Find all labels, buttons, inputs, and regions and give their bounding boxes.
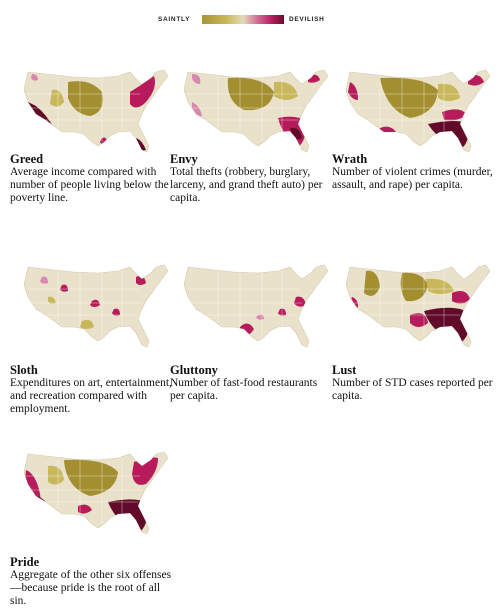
- panel-description: Total thefts (robbery, burglary, larceny…: [170, 166, 323, 205]
- panel-description: Number of violent crimes (murder, assaul…: [332, 166, 493, 192]
- panel-title: Envy: [170, 152, 198, 166]
- region-saintly: [400, 272, 428, 302]
- map-wrath: [345, 69, 490, 153]
- region-saintly-light: [274, 81, 298, 100]
- region-devilish: [410, 313, 428, 327]
- state-borders: [26, 271, 142, 337]
- panel-title: Gluttony: [170, 363, 218, 377]
- legend-low-label: SAINTLY: [158, 16, 191, 23]
- panel-title: Wrath: [332, 152, 368, 166]
- region-devilish: [112, 308, 120, 316]
- panel-greed: Greed Average income compared with numbe…: [10, 60, 174, 204]
- region-saintly: [68, 81, 103, 116]
- panel-description: Average income compared with number of p…: [10, 166, 169, 205]
- state-borders: [26, 76, 142, 142]
- panel-title: Pride: [10, 555, 40, 569]
- map-gluttony: [183, 264, 328, 348]
- panel-title: Lust: [332, 363, 357, 377]
- region-saintly-light: [48, 465, 64, 485]
- legend-gradient-bar: [202, 15, 284, 24]
- panel-title: Sloth: [10, 363, 38, 377]
- map-lust: [345, 264, 490, 348]
- region-pink: [40, 276, 48, 284]
- region-devilish: [78, 504, 92, 514]
- us-landmass: [183, 264, 328, 348]
- map-pride: [23, 451, 168, 535]
- region-saintly-light: [80, 319, 94, 329]
- state-borders: [348, 76, 464, 142]
- region-pink: [31, 74, 38, 81]
- region-devilish: [294, 296, 306, 307]
- region-devilish-dark: [424, 307, 472, 344]
- state-borders: [348, 271, 464, 337]
- region-saintly-light: [438, 83, 460, 101]
- region-devilish: [60, 284, 68, 292]
- panel-title: Greed: [10, 152, 44, 166]
- state-borders: [186, 76, 302, 142]
- state-borders: [186, 271, 302, 337]
- legend: SAINTLY DEVILISH: [0, 14, 500, 26]
- panel-gluttony: Gluttony Number of fast-food restaurants…: [170, 255, 334, 402]
- state-borders: [26, 458, 142, 524]
- region-saintly-light: [426, 278, 454, 294]
- region-devilish: [90, 299, 100, 307]
- region-saintly-light: [48, 296, 56, 304]
- region-saintly: [64, 459, 118, 496]
- region-saintly: [364, 270, 380, 296]
- panel-pride: Pride Aggregate of the other six offense…: [10, 442, 174, 607]
- panel-description: Aggregate of the other six offenses—beca…: [10, 569, 172, 608]
- panel-description: Expenditures on art, entertainment, and …: [10, 377, 172, 416]
- map-envy: [183, 69, 328, 153]
- region-devilish: [452, 291, 470, 304]
- region-devilish: [130, 76, 155, 108]
- region-devilish: [136, 275, 146, 285]
- region-devilish: [132, 457, 158, 485]
- panel-sloth: Sloth Expenditures on art, entertainment…: [10, 255, 174, 415]
- panel-description: Number of STD cases reported per capita.: [332, 377, 493, 403]
- panel-envy: Envy Total thefts (robbery, burglary, la…: [170, 60, 334, 204]
- panel-wrath: Wrath Number of violent crimes (murder, …: [332, 60, 496, 191]
- region-devilish: [442, 109, 466, 121]
- legend-high-label: DEVILISH: [289, 16, 325, 23]
- region-devilish: [348, 82, 358, 100]
- panel-description: Number of fast-food restaurants per capi…: [170, 377, 318, 403]
- map-greed: [23, 69, 168, 153]
- panel-lust: Lust Number of STD cases reported per ca…: [332, 255, 496, 402]
- region-pink: [192, 74, 201, 84]
- map-sloth: [23, 264, 168, 348]
